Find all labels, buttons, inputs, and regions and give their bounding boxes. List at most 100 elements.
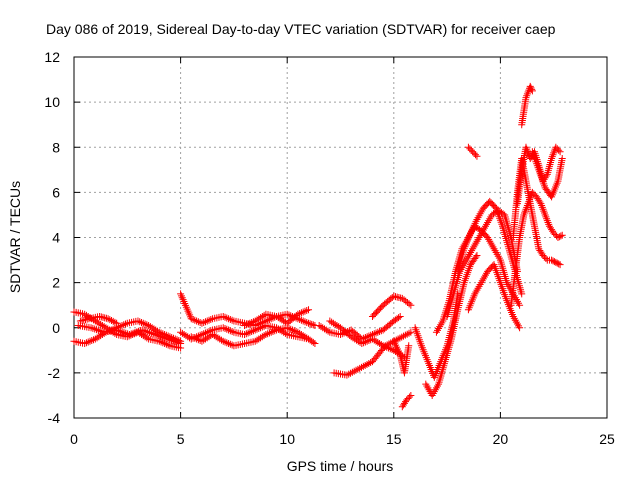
data-point	[193, 335, 201, 343]
data-point	[203, 334, 211, 342]
data-point	[285, 311, 293, 319]
data-point	[258, 333, 266, 341]
data-point	[258, 312, 266, 320]
data-point	[551, 230, 559, 238]
data-point	[158, 333, 166, 341]
data-point	[144, 328, 152, 336]
data-point	[131, 329, 139, 337]
data-point	[138, 318, 146, 326]
data-point	[81, 340, 89, 348]
series-track-8	[241, 306, 313, 329]
data-point	[530, 190, 538, 198]
data-point	[151, 331, 159, 339]
data-point	[363, 337, 371, 345]
data-point	[396, 312, 404, 320]
data-point	[146, 329, 154, 337]
data-point	[166, 336, 174, 344]
data-point	[253, 325, 261, 333]
series-track-20	[464, 261, 524, 332]
data-point	[407, 301, 415, 309]
data-point	[219, 337, 227, 345]
series-track-4	[76, 312, 121, 327]
data-point	[528, 188, 536, 196]
data-point	[555, 233, 563, 241]
data-point	[372, 329, 380, 337]
data-point	[280, 317, 288, 325]
data-point	[251, 337, 259, 345]
data-point	[352, 366, 360, 374]
data-point	[93, 334, 101, 342]
data-point	[82, 339, 90, 347]
data-point	[363, 360, 371, 368]
data-point	[301, 333, 309, 341]
data-point	[164, 341, 172, 349]
data-point	[138, 326, 146, 334]
data-point	[242, 321, 250, 329]
data-point	[223, 325, 231, 333]
data-point	[276, 315, 284, 323]
y-axis-label: SDTVAR / TECUs	[7, 181, 23, 293]
data-point	[299, 308, 307, 316]
data-point	[322, 326, 330, 334]
data-point	[244, 329, 252, 337]
x-tick-label: 5	[177, 431, 185, 447]
data-point	[253, 316, 261, 324]
data-point	[113, 326, 121, 334]
data-point	[91, 335, 99, 343]
data-point	[251, 317, 259, 325]
data-point	[262, 331, 270, 339]
data-point	[359, 362, 367, 370]
data-point	[97, 320, 105, 328]
data-point	[556, 148, 564, 156]
data-point	[285, 325, 293, 333]
data-point	[109, 317, 117, 325]
data-point	[129, 329, 137, 337]
data-point	[221, 338, 229, 346]
data-point	[134, 317, 142, 325]
data-point	[209, 331, 217, 339]
data-point	[301, 307, 309, 315]
data-point	[296, 309, 304, 317]
data-point	[226, 315, 234, 323]
data-point	[94, 326, 102, 334]
data-point	[374, 338, 382, 346]
data-point	[343, 371, 351, 379]
data-point	[175, 339, 183, 347]
data-point	[148, 324, 156, 332]
data-point	[135, 327, 143, 335]
data-point	[407, 391, 415, 399]
data-point	[143, 321, 151, 329]
data-point	[329, 319, 337, 327]
data-point	[127, 330, 135, 338]
data-point	[182, 332, 190, 340]
data-point	[394, 335, 402, 343]
data-point	[539, 252, 547, 260]
data-point	[347, 333, 355, 341]
data-point	[273, 312, 281, 320]
data-point	[95, 333, 103, 341]
data-point	[292, 328, 300, 336]
data-point	[403, 330, 411, 338]
data-point	[294, 310, 302, 318]
data-point	[226, 340, 234, 348]
data-point	[351, 335, 359, 343]
data-point	[139, 332, 147, 340]
axis-ticks: 0 5 10 15 20 25 -4 -2 0 2 4 6 8 10 12	[44, 49, 615, 447]
data-point	[191, 334, 199, 342]
data-point	[328, 318, 336, 326]
data-point	[321, 325, 329, 333]
data-point	[467, 146, 475, 154]
data-point	[219, 312, 227, 320]
data-point	[189, 315, 197, 323]
data-point	[205, 333, 213, 341]
data-point	[550, 229, 558, 237]
data-point	[255, 315, 263, 323]
x-tick-label: 25	[599, 431, 615, 447]
data-point	[257, 334, 265, 342]
data-point	[472, 253, 480, 261]
data-point	[147, 329, 155, 337]
data-point	[200, 318, 208, 326]
data-point	[395, 314, 403, 322]
data-point	[376, 328, 384, 336]
data-point	[308, 320, 316, 328]
